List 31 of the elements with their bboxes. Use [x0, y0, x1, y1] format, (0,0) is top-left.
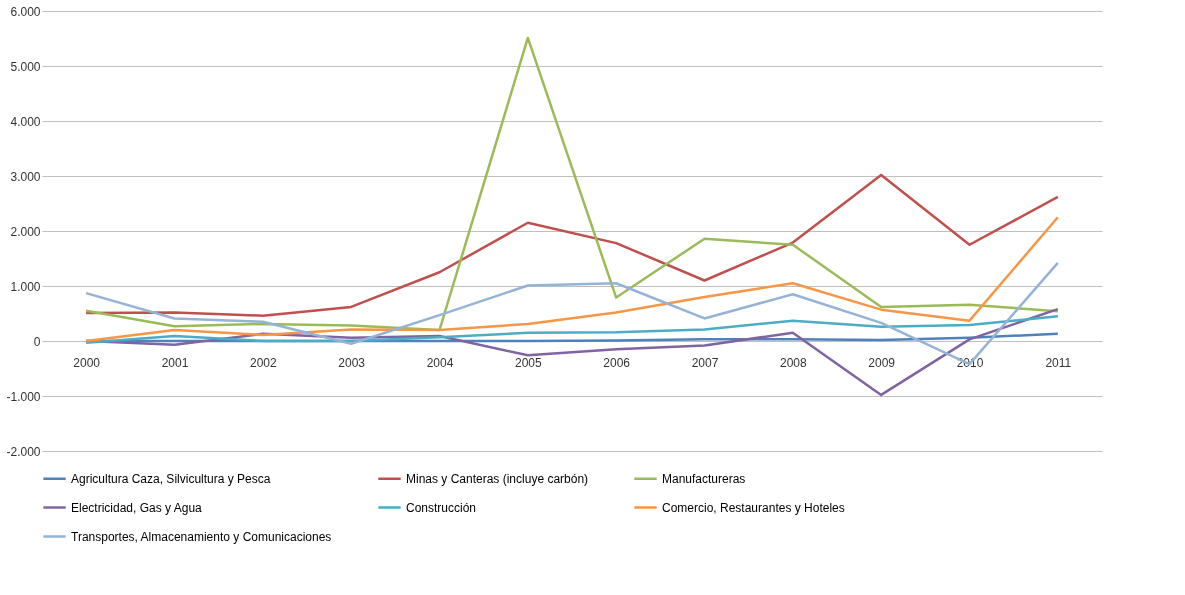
x-tick-label: 2005: [514, 355, 542, 370]
y-tick-label: 0: [33, 334, 41, 349]
x-tick-label: 2006: [603, 355, 631, 370]
y-tick-label: 1.000: [10, 279, 41, 294]
legend-label: Construcción: [406, 500, 477, 515]
x-tick-label: 2008: [779, 355, 807, 370]
line-series: [84, 315, 1060, 344]
y-tick-label: 3.000: [10, 169, 41, 184]
line-series: [84, 216, 1060, 343]
legend-label: Agricultura Caza, Silvicultura y Pesca: [71, 471, 271, 486]
legend-label: Manufactureras: [662, 471, 746, 486]
y-tick-label: 4.000: [10, 114, 41, 129]
x-tick-label: 2011: [1045, 355, 1072, 370]
x-tick-label: 2001: [161, 355, 189, 370]
y-tick-label: -1.000: [6, 389, 41, 404]
line-series: [84, 36, 1060, 332]
line-series: [84, 173, 1060, 317]
legend-label: Comercio, Restaurantes y Hoteles: [662, 500, 845, 515]
legend-label: Electricidad, Gas y Agua: [71, 500, 203, 515]
x-tick-label: 2004: [426, 355, 454, 370]
x-tick-label: 2000: [73, 355, 101, 370]
y-tick-label: 5.000: [10, 59, 41, 74]
y-tick-label: 6.000: [10, 4, 41, 19]
x-tick-label: 2009: [868, 355, 896, 370]
x-tick-label: 2003: [338, 355, 366, 370]
y-tick-label: -2.000: [6, 444, 41, 459]
legend-label: Minas y Canteras (incluye carbón): [406, 471, 589, 486]
y-tick-label: 2.000: [10, 224, 41, 239]
x-tick-label: 2007: [691, 355, 719, 370]
legend-label: Transportes, Almacenamiento y Comunicaciones: [71, 529, 332, 544]
x-tick-label: 2002: [249, 355, 277, 370]
